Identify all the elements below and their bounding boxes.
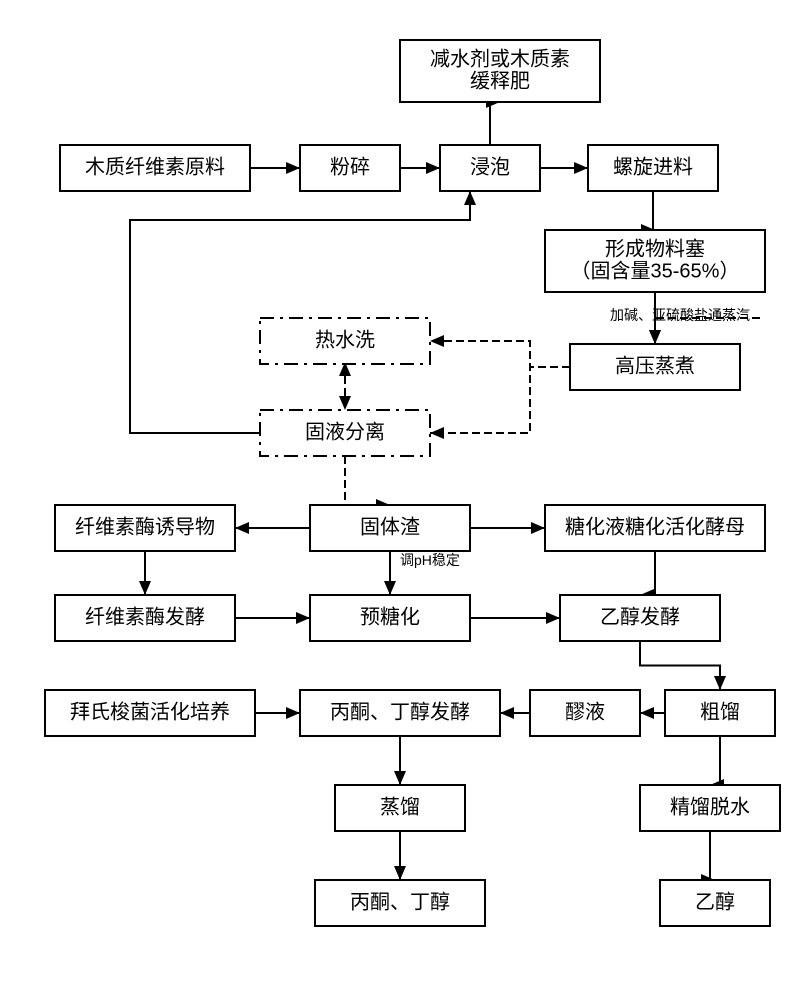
node-distill: 蒸馏	[335, 785, 465, 831]
node-plug-label: （固含量35-65%）	[571, 259, 740, 282]
node-enz_ind: 纤维素酶诱导物	[55, 505, 235, 551]
edges-group	[130, 102, 760, 880]
node-yeast-label: 糖化液糖化活化酵母	[565, 515, 745, 538]
edge-autoclave-hotwash	[430, 341, 570, 367]
node-soak: 浸泡	[440, 145, 540, 191]
edge-rectify-eth_out	[710, 831, 715, 880]
node-ab_ferm-label: 丙酮、丁醇发酵	[330, 700, 470, 723]
node-clost: 拜氏梭菌活化培养	[45, 690, 255, 736]
node-raw: 木质纤维素原料	[60, 145, 250, 191]
node-screw: 螺旋进料	[588, 145, 718, 191]
annotation-steam: 加碱、亚硫酸盐通蒸汽	[610, 307, 750, 323]
node-crude-label: 粗馏	[700, 700, 740, 723]
node-rectify: 精馏脱水	[640, 785, 780, 831]
node-ab_out-label: 丙酮、丁醇	[350, 890, 450, 913]
flowchart-canvas: 减水剂或木质素缓释肥木质纤维素原料 粉碎 浸泡 螺旋进料形成物料塞（固含量35-65%…	[0, 0, 809, 1000]
node-yeast: 糖化液糖化活化酵母	[545, 505, 765, 551]
edge-autoclave-sep	[430, 367, 570, 433]
edge-soak-top_out	[490, 102, 500, 145]
node-presacch: 预糖化	[310, 595, 470, 641]
edge-eth_ferm-crude	[640, 641, 720, 690]
annotation-ph: 调pH稳定	[400, 552, 460, 568]
node-eth_ferm: 乙醇发酵	[560, 595, 720, 641]
node-solid-label: 固体渣	[360, 515, 420, 538]
nodes-group: 减水剂或木质素缓释肥木质纤维素原料 粉碎 浸泡 螺旋进料形成物料塞（固含量35-65%…	[45, 40, 780, 926]
node-top_out: 减水剂或木质素缓释肥	[400, 40, 600, 102]
node-top_out-label: 减水剂或木质素	[430, 47, 570, 70]
edge-sep-solid	[345, 456, 390, 505]
node-eth_out: 乙醇	[660, 880, 770, 926]
node-ab_out: 丙酮、丁醇	[315, 880, 485, 926]
node-sep: 固液分离	[260, 410, 430, 456]
node-clost-label: 拜氏梭菌活化培养	[70, 700, 230, 723]
node-eth_out-label: 乙醇	[695, 890, 735, 913]
node-presacch-label: 预糖化	[360, 605, 420, 628]
node-plug-label: 形成物料塞	[605, 237, 705, 260]
node-top_out-label: 缓释肥	[470, 69, 530, 92]
edge-screw-plug	[653, 191, 655, 230]
node-enz_ferm-label: 纤维素酶发酵	[85, 605, 205, 628]
node-crush: 粉碎	[300, 145, 400, 191]
node-raw-label: 木质纤维素原料	[85, 155, 225, 178]
node-screw-label: 螺旋进料	[613, 155, 693, 178]
node-enz_ind-label: 纤维素酶诱导物	[75, 515, 215, 538]
node-mash: 醪液	[530, 690, 640, 736]
node-distill-label: 蒸馏	[380, 795, 420, 818]
node-sep-label: 固液分离	[305, 420, 385, 443]
node-ab_ferm: 丙酮、丁醇发酵	[300, 690, 500, 736]
node-plug: 形成物料塞（固含量35-65%）	[545, 230, 765, 292]
node-autoclave-label: 高压蒸煮	[615, 354, 695, 377]
node-crude: 粗馏	[665, 690, 775, 736]
node-solid: 固体渣	[310, 505, 470, 551]
node-eth_ferm-label: 乙醇发酵	[600, 605, 680, 628]
node-soak-label: 浸泡	[470, 155, 510, 178]
node-mash-label: 醪液	[565, 700, 605, 723]
edge-crude-rectify	[710, 736, 720, 785]
node-enz_ferm: 纤维素酶发酵	[55, 595, 235, 641]
edge-sep-to-soak	[130, 191, 470, 433]
node-autoclave: 高压蒸煮	[570, 344, 740, 390]
node-hotwash: 热水洗	[260, 318, 430, 364]
node-crush-label: 粉碎	[330, 155, 370, 178]
node-hotwash-label: 热水洗	[315, 328, 375, 351]
edge-yeast-eth_ferm	[640, 551, 655, 595]
node-rectify-label: 精馏脱水	[670, 795, 750, 818]
